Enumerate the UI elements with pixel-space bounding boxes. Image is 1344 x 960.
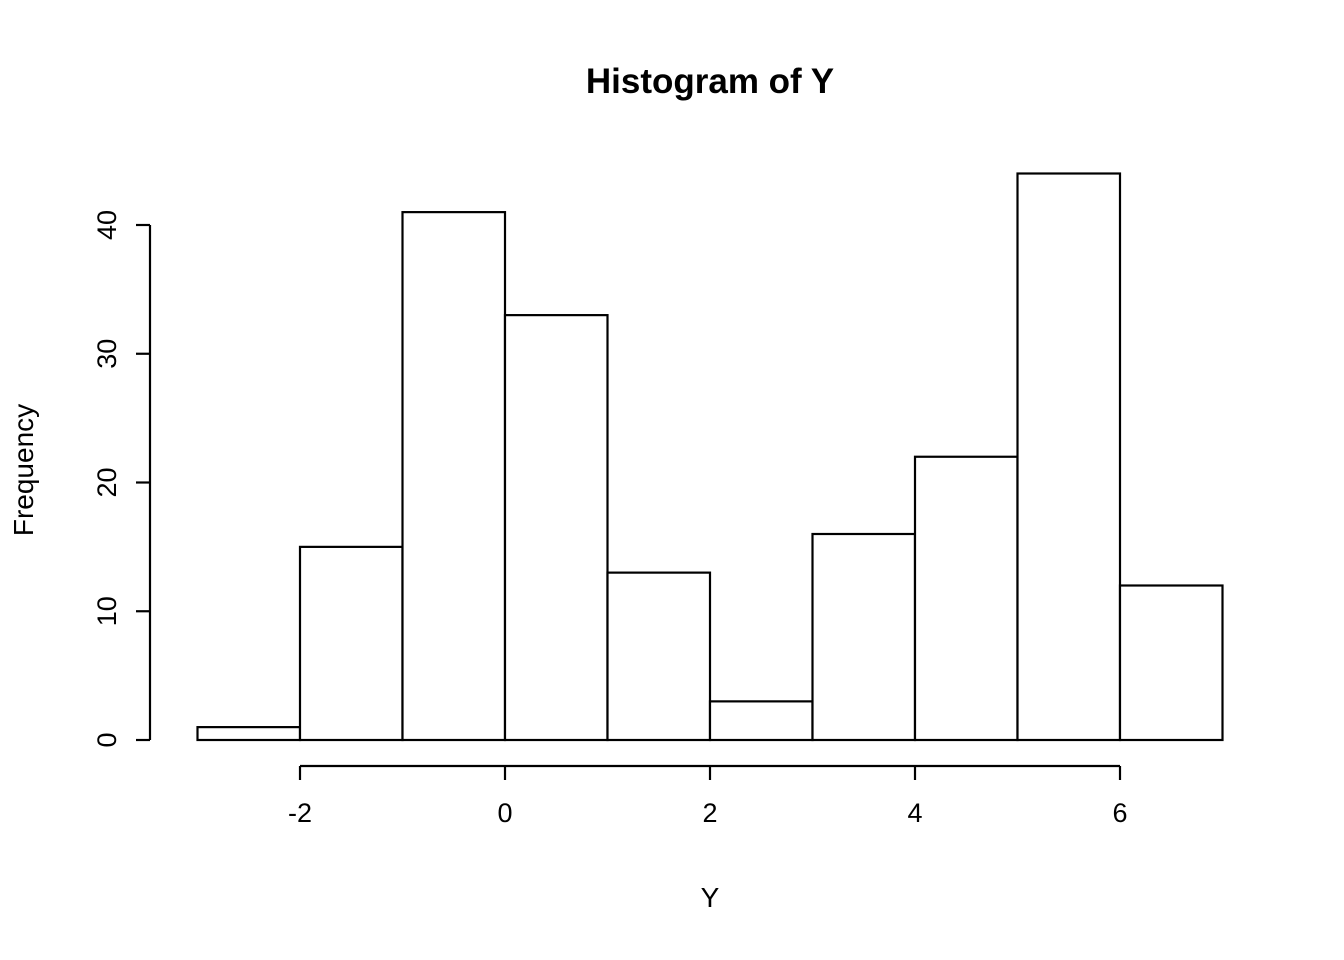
histogram-bar (1016, 172, 1122, 742)
histogram-bar (606, 571, 712, 742)
histogram-bar (811, 532, 917, 742)
x-tick-label: 2 (702, 798, 717, 828)
chart-title: Histogram of Y (586, 62, 834, 101)
x-tick-label: 0 (497, 798, 512, 828)
x-axis: -2 0 2 4 6 (288, 764, 1128, 828)
x-tick-label: 4 (907, 798, 922, 828)
histogram-bar (503, 314, 609, 742)
histogram-bar (1118, 584, 1224, 742)
y-axis: 0 10 20 30 40 (92, 210, 152, 748)
x-axis-title: Y (701, 882, 720, 913)
x-tick-label: -2 (288, 798, 312, 828)
histogram-bar (196, 726, 302, 742)
y-tick-label: 30 (92, 339, 122, 369)
y-tick-label: 10 (92, 596, 122, 626)
y-axis-title: Frequency (8, 404, 39, 536)
bars-group (196, 172, 1224, 742)
histogram-bar (708, 700, 814, 742)
histogram-bar (913, 455, 1019, 742)
y-tick-label: 20 (92, 467, 122, 497)
y-tick-label: 40 (92, 210, 122, 240)
histogram-bar (298, 545, 404, 742)
y-tick-label: 0 (92, 732, 122, 747)
x-tick-label: 6 (1112, 798, 1127, 828)
histogram-bar (401, 211, 507, 742)
